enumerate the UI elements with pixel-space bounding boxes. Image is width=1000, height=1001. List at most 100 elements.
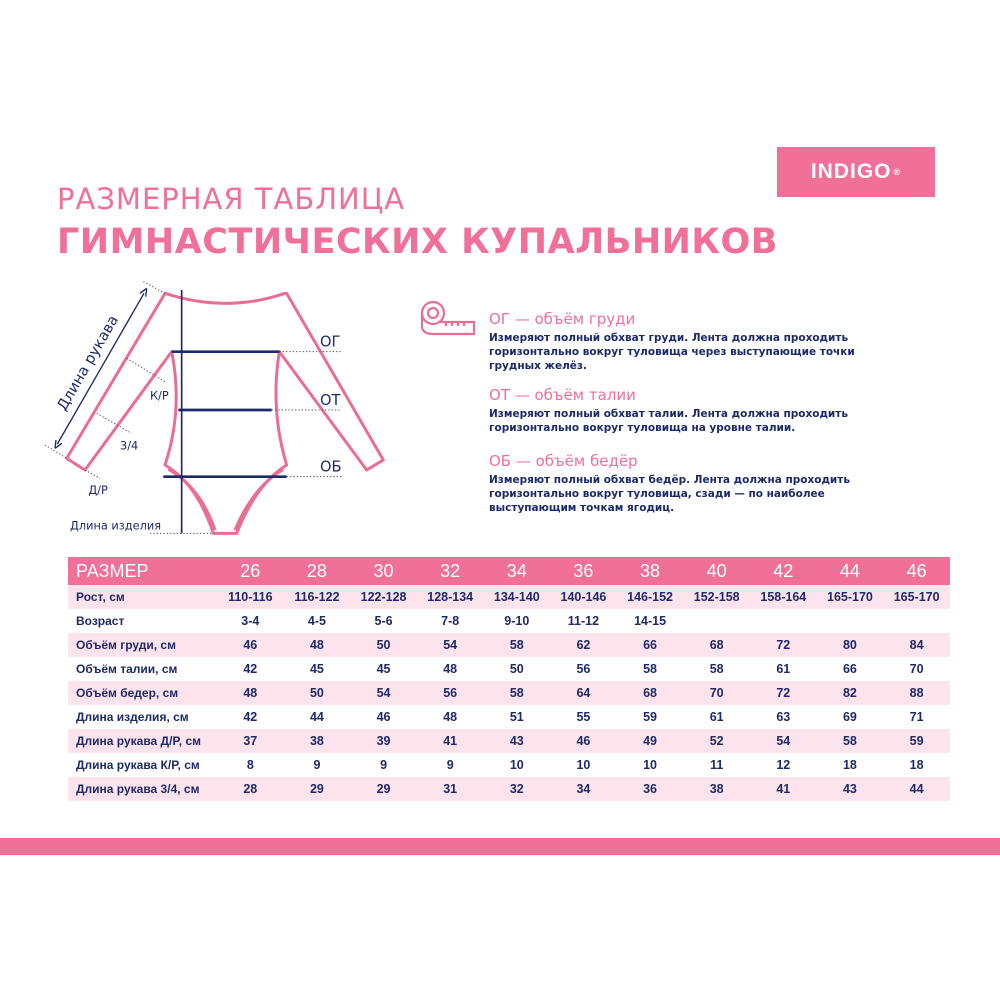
table-cell: 40 bbox=[683, 557, 750, 585]
bodysuit-diagram: ОГ ОТ ОБ К/Р 3/4 Д/Р Длина изделия Длина… bbox=[44, 281, 385, 535]
table-cell: 8 bbox=[246, 758, 254, 772]
label-short-sleeve: К/Р bbox=[150, 388, 169, 402]
table-cell: 34 bbox=[550, 777, 617, 801]
guide-lines bbox=[44, 281, 342, 534]
table-cell: 41 bbox=[750, 777, 817, 801]
table-cell: 134-140 bbox=[483, 585, 551, 609]
table-row: Длина рукава Д/Р, см 37 38 39 41 43 46 49 52 54 58… bbox=[68, 729, 950, 753]
table-cell: 88 bbox=[883, 681, 950, 705]
legend-title: ОТ — объём талии bbox=[489, 386, 636, 404]
table-cell: 128-134 bbox=[416, 585, 484, 609]
table-cell: 29 bbox=[283, 777, 351, 801]
table-row: Возраст 3-4 4-5 5-6 7-8 9-10 11-12 14-15 bbox=[68, 609, 950, 633]
table-cell: 45 bbox=[309, 662, 324, 676]
table-cell: 4-5 bbox=[307, 614, 326, 628]
brand-name: INDIGO bbox=[810, 160, 892, 183]
table-cell: 26 bbox=[217, 557, 284, 585]
row-label: Возраст bbox=[76, 614, 125, 628]
table-cell: 29 bbox=[350, 777, 417, 801]
table-cell: 51 bbox=[509, 710, 524, 724]
table-cell: 116-122 bbox=[283, 585, 351, 609]
table-cell: 36 bbox=[550, 557, 617, 585]
row-label: РАЗМЕР bbox=[68, 557, 217, 585]
footer-bar bbox=[0, 838, 1000, 855]
table-cell: 18 bbox=[909, 758, 924, 772]
row-label: Длина рукава К/Р, см bbox=[76, 758, 200, 772]
legend-text: Измеряют полный обхват талии. Лента долж… bbox=[489, 408, 849, 434]
title-line-1: РАЗМЕРНАЯ ТАБЛИЦА bbox=[57, 182, 406, 216]
table-cell: 46 bbox=[883, 557, 950, 585]
table-cell: 28 bbox=[217, 777, 284, 801]
table-cell bbox=[817, 609, 884, 633]
table-cell: 61 bbox=[709, 710, 724, 724]
table-cell: 43 bbox=[816, 777, 884, 801]
label-hips: ОБ bbox=[320, 459, 342, 476]
table-cell: 42 bbox=[750, 557, 817, 585]
legend-chest: ОГ — объём груди Измеряют полный обхват … bbox=[489, 310, 889, 373]
table-cell: 45 bbox=[376, 662, 391, 676]
table-cell: 66 bbox=[842, 662, 857, 676]
table-cell: 68 bbox=[683, 633, 750, 657]
label-garment-length: Длина изделия bbox=[70, 518, 161, 532]
table-cell: 12 bbox=[776, 758, 791, 772]
table-cell: 58 bbox=[816, 729, 884, 753]
table-cell: 32 bbox=[416, 557, 484, 585]
registered-mark: ® bbox=[893, 167, 902, 177]
legend-text: Измеряют полный обхват бедёр. Лента долж… bbox=[489, 474, 851, 514]
table-cell: 38 bbox=[283, 729, 351, 753]
table-cell: 28 bbox=[283, 557, 351, 585]
table-cell: 34 bbox=[483, 557, 551, 585]
table-cell: 72 bbox=[750, 633, 817, 657]
table-cell: 54 bbox=[750, 729, 817, 753]
table-cell: 44 bbox=[309, 710, 324, 724]
table-row: Рост, см 110-116 116-122 122-128 128-134 134-… bbox=[68, 585, 950, 609]
table-cell: 70 bbox=[683, 681, 750, 705]
table-cell: 152-158 bbox=[683, 585, 750, 609]
table-cell: 32 bbox=[483, 777, 551, 801]
row-label: Длина рукава Д/Р, см bbox=[68, 729, 217, 753]
table-cell: 30 bbox=[350, 557, 417, 585]
table-cell: 80 bbox=[816, 633, 884, 657]
table-cell: 42 bbox=[243, 662, 258, 676]
table-cell: 165-170 bbox=[883, 585, 950, 609]
label-three-quarter: 3/4 bbox=[120, 438, 138, 452]
table-cell: 68 bbox=[616, 681, 684, 705]
table-cell: 54 bbox=[416, 633, 484, 657]
table-cell: 44 bbox=[883, 777, 950, 801]
row-label: Объём груди, см bbox=[68, 633, 217, 657]
table-cell: 140-146 bbox=[550, 585, 617, 609]
table-cell: 158-164 bbox=[750, 585, 817, 609]
table-cell: 44 bbox=[816, 557, 884, 585]
table-cell: 37 bbox=[217, 729, 284, 753]
table-cell: 46 bbox=[217, 633, 284, 657]
table-cell: 48 bbox=[283, 633, 351, 657]
table-cell: 7-8 bbox=[441, 614, 460, 628]
table-cell: 55 bbox=[576, 710, 591, 724]
table-cell: 42 bbox=[243, 710, 258, 724]
label-sleeve-length: Длина рукава bbox=[54, 313, 122, 414]
table-cell: 63 bbox=[776, 710, 791, 724]
table-cell: 10 bbox=[509, 758, 524, 772]
row-label: Длина изделия, см bbox=[76, 710, 189, 724]
table-cell: 50 bbox=[350, 633, 417, 657]
label-waist: ОТ bbox=[320, 392, 341, 409]
legend-text: Измеряют полный обхват груди. Лента долж… bbox=[489, 332, 855, 372]
table-cell: 58 bbox=[709, 662, 724, 676]
table-cell: 31 bbox=[416, 777, 484, 801]
table-cell: 11 bbox=[710, 758, 724, 772]
table-cell: 11-12 bbox=[567, 614, 600, 628]
table-cell: 9 bbox=[446, 758, 454, 772]
table-cell: 9 bbox=[313, 758, 321, 772]
table-cell: 110-116 bbox=[217, 585, 284, 609]
table-cell: 5-6 bbox=[374, 614, 393, 628]
table-cell: 39 bbox=[350, 729, 417, 753]
row-label: Объём талии, см bbox=[76, 662, 178, 676]
table-cell: 56 bbox=[416, 681, 484, 705]
legend-title: ОГ — объём груди bbox=[489, 310, 636, 328]
table-cell: 43 bbox=[483, 729, 551, 753]
row-label: Объём бедер, см bbox=[68, 681, 217, 705]
table-cell: 59 bbox=[883, 729, 950, 753]
table-cell: 58 bbox=[483, 681, 551, 705]
table-cell: 48 bbox=[443, 662, 458, 676]
table-header-row: РАЗМЕР 26 28 30 32 34 36 38 40 42 44 46 bbox=[68, 557, 950, 585]
